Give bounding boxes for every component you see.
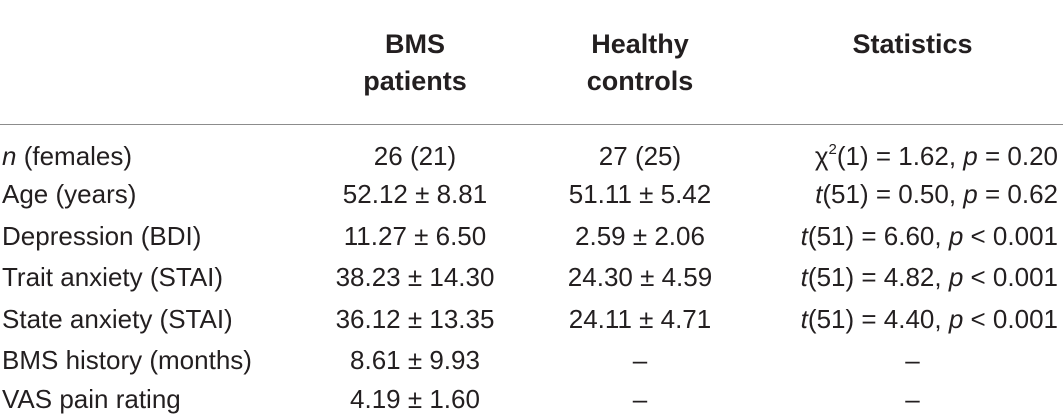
- header-hc-line2: controls: [586, 66, 694, 96]
- cell-bms: 26 (21): [373, 141, 457, 171]
- header-bms-line2: patients: [363, 66, 467, 96]
- stat-mid: (51) = 0.50,: [822, 179, 964, 209]
- row-label: BMS history (months): [2, 345, 252, 375]
- header-healthy-controls: Healthy controls: [550, 26, 730, 100]
- header-divider: [0, 124, 1063, 125]
- cell-statistics: χ2(1) = 1.62, p = 0.20: [755, 138, 1058, 175]
- stat-post: < 0.001: [963, 221, 1058, 251]
- stat-t: t: [800, 221, 808, 251]
- stat-t: t: [800, 304, 808, 334]
- stat-t: t: [815, 179, 823, 209]
- row-label: State anxiety (STAI): [2, 304, 233, 334]
- table-row: Depression (BDI) 11.27 ± 6.50 2.59 ± 2.0…: [0, 218, 1063, 255]
- stat-post: < 0.001: [963, 304, 1058, 334]
- stat-post: = 0.62: [977, 179, 1058, 209]
- stat-p: p: [948, 221, 964, 251]
- stat-p: p: [963, 141, 978, 171]
- table-row: Trait anxiety (STAI) 38.23 ± 14.30 24.30…: [0, 259, 1063, 296]
- table-row: State anxiety (STAI) 36.12 ± 13.35 24.11…: [0, 301, 1063, 338]
- cell-bms: 52.12 ± 8.81: [342, 179, 488, 209]
- row-label: Trait anxiety (STAI): [2, 262, 224, 292]
- label-italic-n: n: [2, 141, 17, 171]
- table-row: Age (years) 52.12 ± 8.81 51.11 ± 5.42 t(…: [0, 176, 1063, 213]
- cell-statistics: –: [905, 384, 920, 414]
- cell-bms: 36.12 ± 13.35: [335, 304, 495, 334]
- header-hc-line1: Healthy: [591, 29, 689, 59]
- table-row: n (females) 26 (21) 27 (25) χ2(1) = 1.62…: [0, 138, 1063, 175]
- header-statistics-label: Statistics: [852, 29, 973, 59]
- cell-bms: 38.23 ± 14.30: [335, 262, 495, 292]
- header-bms-line1: BMS: [385, 29, 445, 59]
- cell-hc: –: [632, 384, 648, 414]
- cell-hc: 27 (25): [598, 141, 682, 171]
- stat-p: p: [948, 304, 964, 334]
- label-rest: (females): [16, 141, 133, 171]
- stat-post: = 0.20: [977, 141, 1058, 171]
- cell-hc: –: [632, 345, 648, 375]
- stat-t: t: [800, 262, 808, 292]
- stat-mid: (51) = 4.82,: [807, 262, 949, 292]
- stat-post: < 0.001: [963, 262, 1058, 292]
- stat-chi-sup: 2: [828, 141, 837, 158]
- row-label: n (females): [2, 138, 132, 175]
- stat-p: p: [948, 262, 964, 292]
- cell-hc: 51.11 ± 5.42: [568, 179, 712, 209]
- cell-statistics: t(51) = 4.82, p < 0.001: [755, 259, 1058, 296]
- cell-hc: 24.30 ± 4.59: [567, 262, 713, 292]
- stat-mid: (51) = 6.60,: [807, 221, 949, 251]
- cell-hc: 2.59 ± 2.06: [575, 221, 705, 251]
- table-row: BMS history (months) 8.61 ± 9.93 – –: [0, 342, 1063, 379]
- cell-bms: 4.19 ± 1.60: [350, 384, 480, 414]
- row-label: Age (years): [2, 179, 137, 209]
- stat-chi: χ: [814, 141, 829, 171]
- cell-bms: 11.27 ± 6.50: [343, 221, 487, 251]
- cell-statistics: t(51) = 4.40, p < 0.001: [755, 301, 1058, 338]
- header-bms-patients: BMS patients: [330, 26, 500, 100]
- cell-hc: 24.11 ± 4.71: [568, 304, 712, 334]
- stat-p: p: [963, 179, 978, 209]
- cell-bms: 8.61 ± 9.93: [350, 345, 480, 375]
- cell-statistics: t(51) = 0.50, p = 0.62: [755, 176, 1058, 213]
- cell-statistics: t(51) = 6.60, p < 0.001: [755, 218, 1058, 255]
- stat-mid: (51) = 4.40,: [807, 304, 949, 334]
- row-label: VAS pain rating: [2, 384, 181, 414]
- stat-mid: (1) = 1.62,: [836, 141, 964, 171]
- header-statistics: Statistics: [800, 26, 1025, 63]
- row-label: Depression (BDI): [2, 221, 202, 251]
- table-row: VAS pain rating 4.19 ± 1.60 – –: [0, 381, 1063, 418]
- cell-statistics: –: [905, 345, 920, 375]
